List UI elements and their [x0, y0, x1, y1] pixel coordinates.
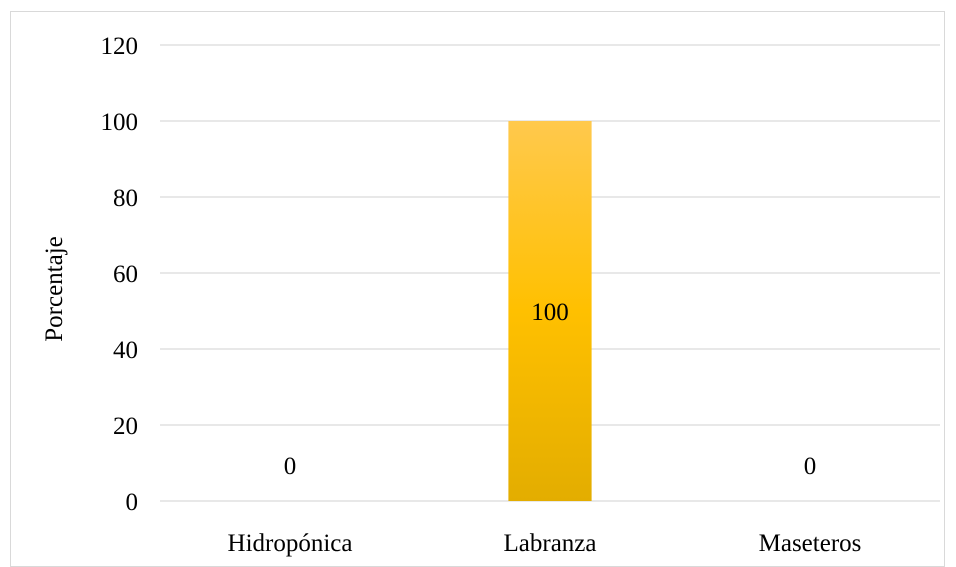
y-tick-label: 120	[101, 33, 139, 60]
y-axis-title: Porcentaje	[41, 236, 68, 342]
bar-chart: 0 20 40 60 80 100 120 Hidropónica Labranza Maset…	[10, 11, 945, 567]
bars	[508, 121, 592, 501]
data-label: 0	[284, 453, 297, 480]
chart-border	[10, 11, 945, 567]
x-tick-label: Hidropónica	[228, 530, 353, 557]
y-tick-label: 0	[126, 489, 139, 516]
y-tick-label: 80	[113, 185, 138, 212]
data-label: 0	[804, 453, 817, 480]
bar	[508, 121, 592, 501]
data-label: 100	[531, 299, 569, 326]
y-axis: 0 20 40 60 80 100 120	[101, 33, 139, 516]
x-axis: Hidropónica Labranza Maseteros	[228, 530, 862, 557]
y-tick-label: 100	[101, 109, 139, 136]
data-labels: 0 100 0	[284, 299, 817, 480]
x-tick-label: Maseteros	[759, 530, 862, 557]
y-tick-label: 40	[113, 337, 138, 364]
chart-area: 0 20 40 60 80 100 120 Hidropónica Labranza Maset…	[10, 11, 945, 567]
y-tick-label: 60	[113, 261, 138, 288]
x-tick-label: Labranza	[504, 530, 597, 557]
y-tick-label: 20	[113, 413, 138, 440]
